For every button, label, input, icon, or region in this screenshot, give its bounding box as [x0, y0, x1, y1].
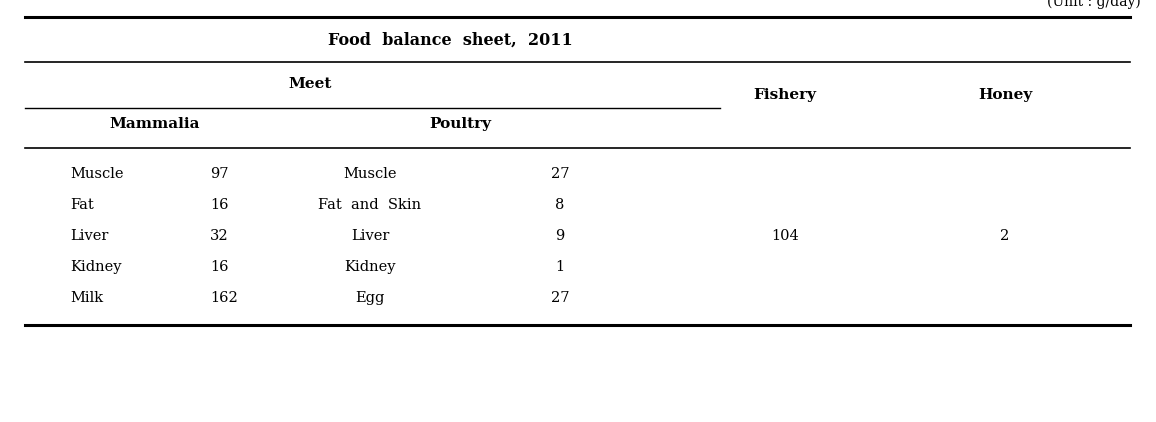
Text: Fishery: Fishery: [754, 88, 816, 102]
Text: Fat: Fat: [71, 198, 94, 212]
Text: Egg: Egg: [355, 291, 385, 305]
Text: Milk: Milk: [71, 291, 103, 305]
Text: Muscle: Muscle: [343, 167, 397, 181]
Text: Mammalia: Mammalia: [110, 117, 200, 131]
Text: Liver: Liver: [350, 229, 390, 243]
Text: Muscle: Muscle: [71, 167, 124, 181]
Text: 16: 16: [210, 198, 229, 212]
Text: Meet: Meet: [288, 77, 332, 91]
Text: 27: 27: [550, 167, 569, 181]
Text: 16: 16: [210, 260, 229, 274]
Text: (Unit : g/day): (Unit : g/day): [1047, 0, 1141, 9]
Text: Kidney: Kidney: [71, 260, 121, 274]
Text: Kidney: Kidney: [344, 260, 395, 274]
Text: Liver: Liver: [71, 229, 109, 243]
Text: 97: 97: [210, 167, 229, 181]
Text: Food  balance  sheet,  2011: Food balance sheet, 2011: [327, 32, 572, 49]
Text: Honey: Honey: [978, 88, 1032, 102]
Text: 162: 162: [210, 291, 238, 305]
Text: 1: 1: [555, 260, 564, 274]
Text: 27: 27: [550, 291, 569, 305]
Text: 104: 104: [771, 229, 799, 243]
Text: 2: 2: [1000, 229, 1009, 243]
Text: 32: 32: [210, 229, 229, 243]
Text: Fat  and  Skin: Fat and Skin: [318, 198, 422, 212]
Text: 9: 9: [555, 229, 564, 243]
Text: 8: 8: [555, 198, 564, 212]
Text: Poultry: Poultry: [429, 117, 491, 131]
